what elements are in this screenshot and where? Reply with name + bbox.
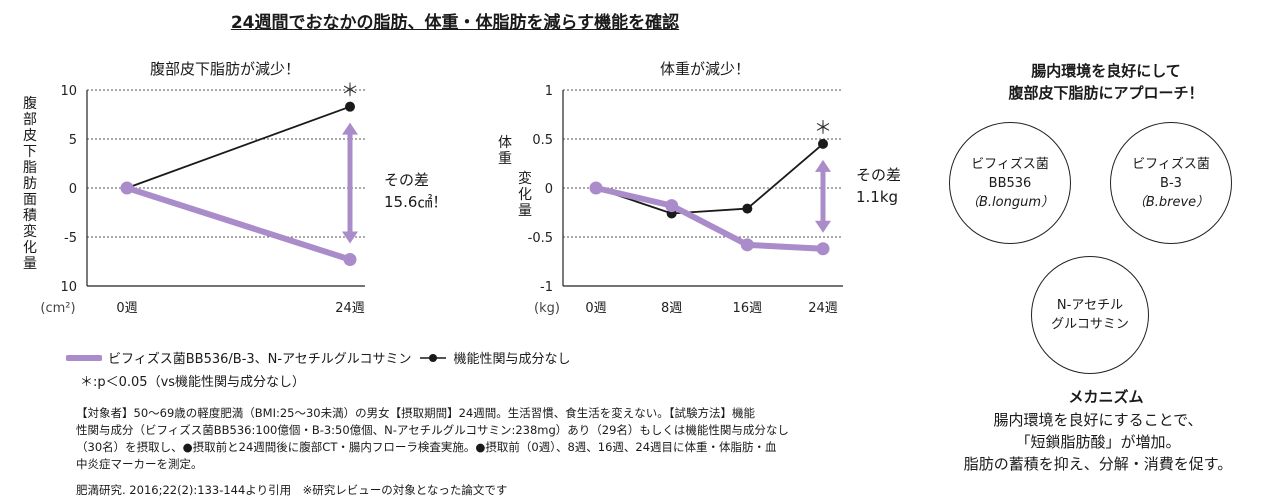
circle-b3: ビフィズス菌 B-3 （B.breve） [1110, 122, 1232, 244]
circle-bb536-line3: （B.longum） [965, 194, 1054, 210]
x-tick-label: 0週 [116, 301, 137, 316]
mechanism-title: メカニズム [1068, 388, 1144, 406]
y-tick-label: -5 [64, 231, 77, 246]
circle-b3-line2: B-3 [1160, 175, 1182, 191]
legend-series-b: 機能性関与成分なし [453, 352, 571, 367]
chart1-difference-line1: その差 [384, 171, 430, 189]
chart1-ylabel: 腹部皮下脂肪面積 変化量 [23, 96, 37, 272]
y-tick-label: 10 [60, 280, 77, 295]
legend-black-line-dot-icon [419, 353, 446, 362]
circle-bb536: ビフィズス菌 BB536 （B.longum） [949, 122, 1071, 244]
series-point-test [343, 253, 357, 267]
circle-nag-line1: N-アセチル [1056, 298, 1124, 313]
right-title-line1: 腸内環境を良好にして [1031, 62, 1181, 80]
mechanism-text: 腸内環境を良好にすることで、 「短鎖脂肪酸」が増加。 脂肪の蓄積を抑え、分解・消… [920, 409, 1276, 475]
series-point-control [345, 101, 355, 112]
x-tick-label: 24週 [808, 301, 838, 316]
significance-note: ＊:p＜0.05（vs機能性関与成分なし） [80, 375, 306, 390]
series-point-test [740, 238, 754, 252]
series-point-test [665, 199, 679, 213]
method-line: （30名）を摂取し、●摂取前と24週間後に腹部CT・腸内フローラ検査実施。●摂取… [76, 440, 777, 454]
difference-arrow-head-top [342, 122, 358, 135]
series-point-test [589, 181, 603, 195]
chart2-plot: 1 0.5 0 -0.5 -1 (kg) 0週 8週 16週 24週 ＊ [528, 84, 843, 316]
mechanism-line: 「短鎖脂肪酸」が増加。 [1015, 433, 1181, 451]
circle-bb536-line2: BB536 [988, 175, 1032, 191]
chart1-difference-line2: 15.6㎠！ [384, 193, 448, 211]
difference-arrow-head-bottom [815, 220, 831, 233]
x-tick-label: 24週 [335, 301, 365, 316]
x-tick-label: 16週 [733, 301, 763, 316]
circle-n-acetylglucosamine: N-アセチル グルコサミン [1031, 256, 1149, 374]
circle-b3-line1: ビフィズス菌 [1132, 156, 1210, 172]
chart2-ylabel-line2: 変化量 [518, 171, 532, 219]
series-point-control [742, 203, 753, 214]
main-title: 24週間でおなかの脂肪、体重・体脂肪を減らす機能を確認 [230, 13, 680, 33]
circle-b3-line3: （B.breve） [1132, 194, 1210, 210]
y-tick-label: 5 [69, 133, 77, 148]
difference-arrow-head-top [815, 159, 831, 172]
series-line-test [593, 185, 826, 252]
y-tick-label: 0 [545, 182, 553, 197]
method-description: 【対象者】50〜69歳の軽度肥満（BMI:25〜30未満）の男女【摂取期間】24… [76, 405, 886, 473]
y-tick-label: -1 [540, 280, 553, 295]
right-panel-title: 腸内環境を良好にして 腹部皮下脂肪にアプローチ！ [946, 60, 1266, 104]
series-line-control [126, 105, 351, 189]
significance-star: ＊ [341, 81, 359, 102]
y-unit-label: (cm²) [40, 301, 75, 316]
x-tick-label: 0週 [585, 301, 606, 316]
mechanism-line: 脂肪の蓄積を抑え、分解・消費を促す。 [963, 455, 1233, 473]
series-point-test [120, 181, 134, 195]
citation: 肥満研究. 2016;22(2):133-144より引用 ※研究レビューの対象と… [76, 483, 508, 497]
chart1-plot: 10 5 0 -5 10 (cm²) 0週 24週 ＊ [40, 81, 365, 316]
chart2-difference-line1: その差 [856, 166, 902, 184]
y-unit-label: (kg) [534, 301, 560, 316]
difference-arrow-head-bottom [342, 231, 358, 244]
series-point-test [816, 242, 830, 256]
series-line-control [595, 143, 824, 215]
method-line: 性関与成分（ビフィズス菌BB536:100億個・B-3:50億個、N-アセチルグ… [76, 423, 789, 437]
chart2-difference-label: その差 1.1kg [856, 164, 901, 208]
method-line: 中炎症マーカーを測定。 [76, 457, 203, 471]
legend-series-a: ビフィズス菌BB536/B-3、N-アセチルグルコサミン [108, 352, 412, 367]
chart1-title: 腹部皮下脂肪が減少！ [149, 60, 300, 78]
legend: ビフィズス菌BB536/B-3、N-アセチルグルコサミン 機能性関与成分なし [66, 348, 571, 367]
right-title-line2: 腹部皮下脂肪にアプローチ！ [1008, 84, 1204, 102]
circle-bb536-line1: ビフィズス菌 [971, 156, 1049, 172]
y-tick-label: 1 [545, 84, 553, 99]
significance-star: ＊ [814, 118, 832, 139]
chart2-ylabel-line1: 体重 [498, 135, 512, 167]
chart2-title: 体重が減少！ [659, 60, 750, 78]
x-tick-label: 8週 [661, 301, 682, 316]
circle-nag-line2: グルコサミン [1051, 317, 1129, 332]
series-line-test [124, 185, 353, 263]
chart1-difference-label: その差 15.6㎠！ [384, 169, 447, 213]
method-line: 【対象者】50〜69歳の軽度肥満（BMI:25〜30未満）の男女【摂取期間】24… [76, 406, 755, 420]
mechanism-line: 腸内環境を良好にすることで、 [993, 411, 1203, 429]
y-tick-label: 0 [69, 182, 77, 197]
y-tick-label: -0.5 [528, 231, 553, 246]
y-tick-label: 0.5 [532, 133, 553, 148]
legend-purple-line-icon [66, 354, 102, 361]
chart2-difference-line2: 1.1kg [856, 188, 899, 206]
y-tick-label: 10 [60, 84, 77, 99]
series-point-control [818, 138, 828, 149]
